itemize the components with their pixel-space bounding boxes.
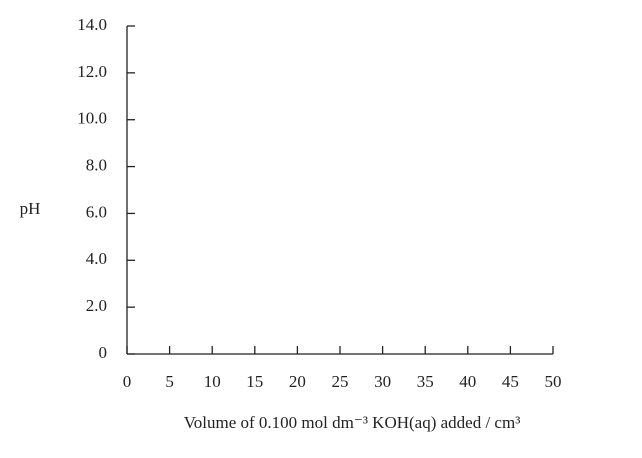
y-tick-label: 6.0 [86,202,107,221]
x-tick-label: 50 [545,372,562,391]
y-tick-label: 0 [99,343,108,362]
x-tick-label: 5 [165,372,174,391]
x-tick-label: 0 [123,372,132,391]
x-tick-label: 15 [246,372,263,391]
x-tick-label: 20 [289,372,306,391]
y-tick-label: 10.0 [77,109,107,128]
x-tick-label: 45 [502,372,519,391]
x-tick-label: 25 [332,372,349,391]
y-tick-label: 8.0 [86,155,107,174]
x-tick-label: 30 [374,372,391,391]
x-axis-label: Volume of 0.100 mol dm⁻³ KOH(aq) added /… [184,413,521,432]
x-tick-label: 10 [204,372,221,391]
y-tick-label: 2.0 [86,296,107,315]
y-tick-label: 14.0 [77,15,107,34]
y-tick-label: 12.0 [77,62,107,81]
x-tick-label: 40 [459,372,476,391]
y-axis-label: pH [20,199,41,218]
x-tick-label: 35 [417,372,434,391]
y-tick-label: 4.0 [86,249,107,268]
